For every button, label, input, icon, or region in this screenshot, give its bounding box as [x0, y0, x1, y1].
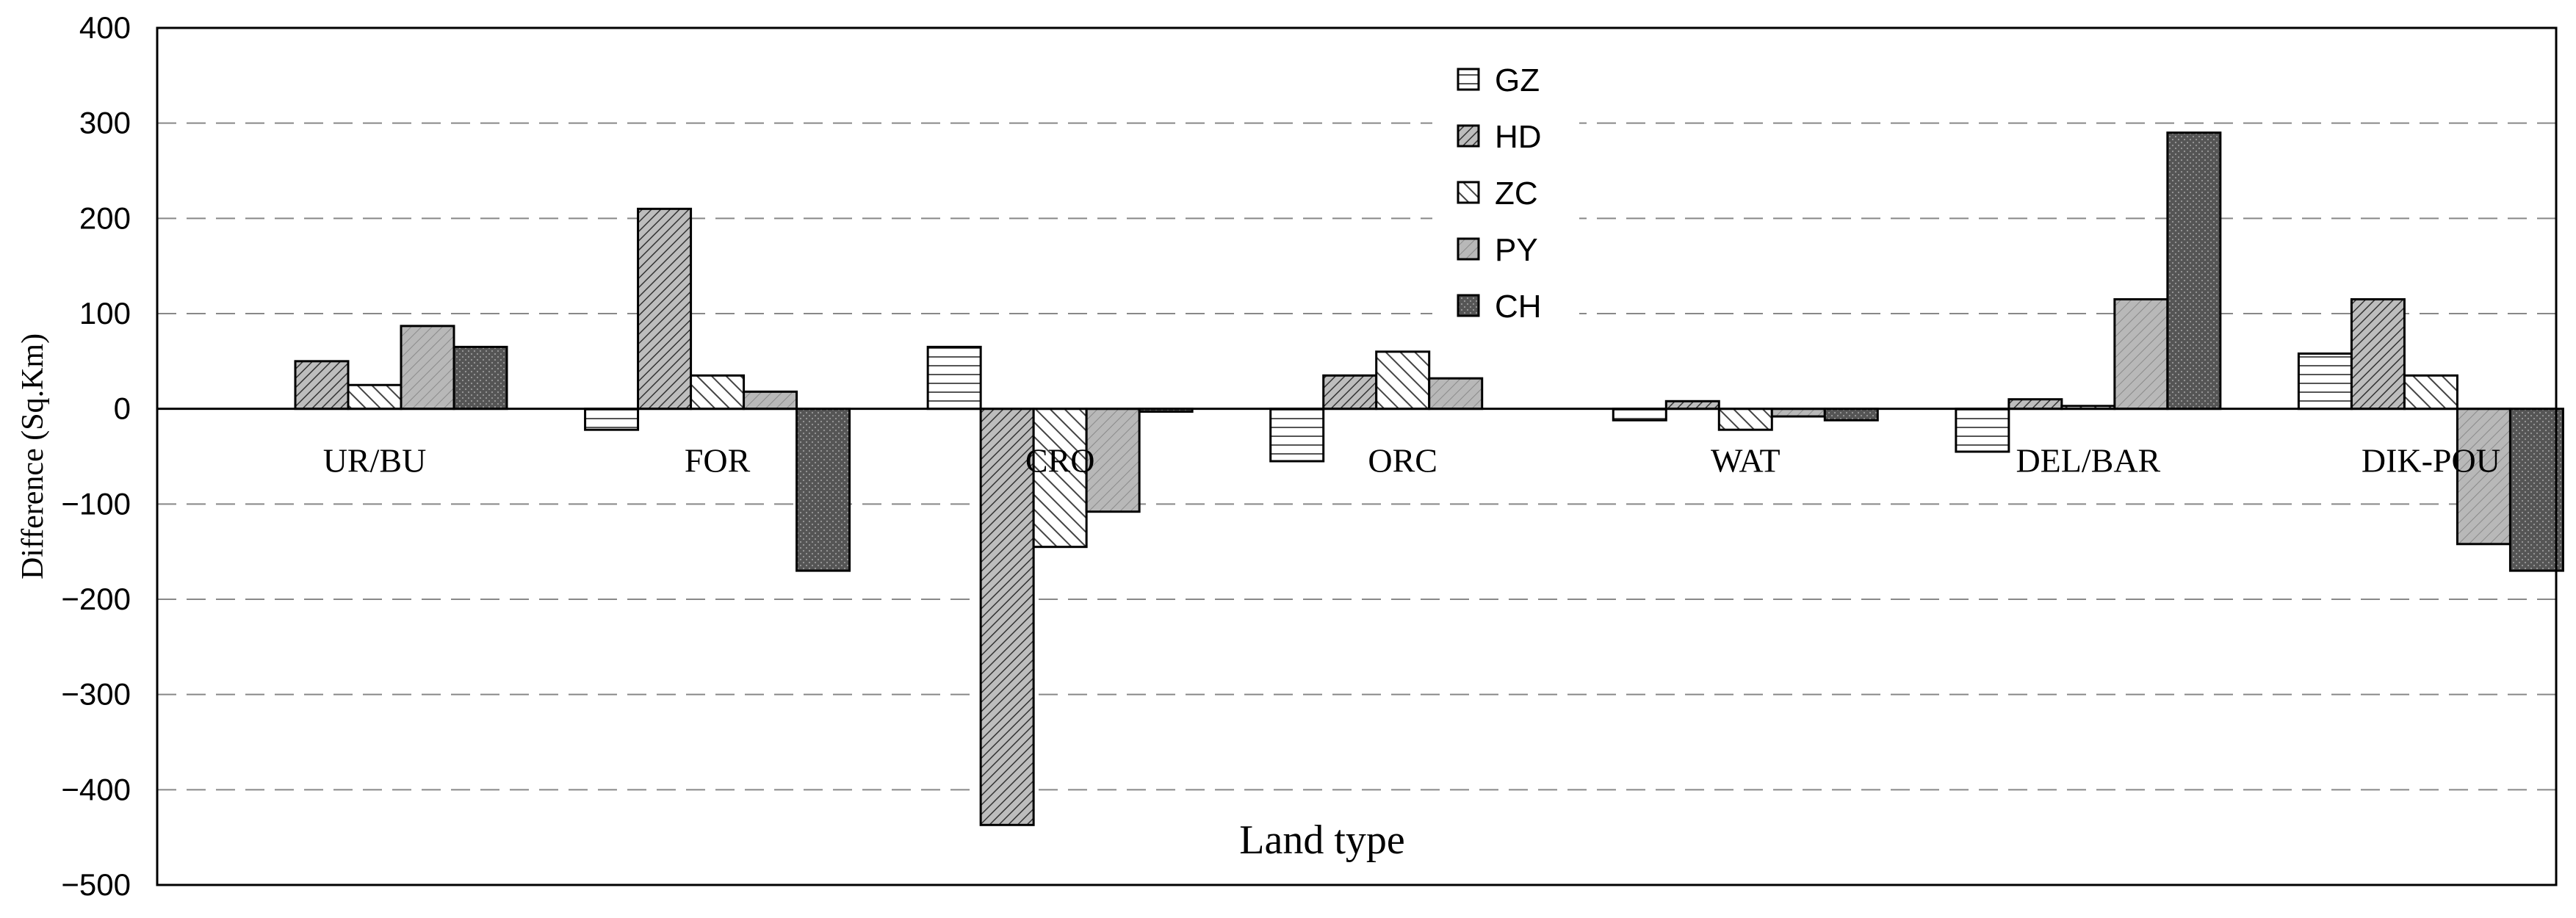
category-label: DEL/BAR — [2016, 442, 2160, 480]
bar-hd-orc — [1322, 374, 1378, 411]
legend-label-ch: CH — [1495, 289, 1542, 325]
legend-swatch-gz — [1457, 68, 1480, 91]
bar-hd-dikpou — [2350, 298, 2406, 411]
category-label: CRO — [1025, 442, 1095, 480]
bar-py-delbar — [2113, 298, 2169, 411]
category-label: WAT — [1711, 442, 1781, 480]
category-label: ORC — [1368, 442, 1437, 480]
bar-py-for — [743, 390, 798, 411]
legend-swatch-zc — [1457, 181, 1480, 204]
bar-hd-wat — [1664, 400, 1720, 411]
bar-ch-delbar — [2166, 131, 2222, 411]
legend-label-gz: GZ — [1495, 62, 1540, 98]
bar-zc-orc — [1375, 350, 1431, 411]
bar-ch-urbu — [452, 345, 508, 411]
bar-ch-for — [795, 408, 851, 572]
legend-label-py: PY — [1495, 232, 1538, 268]
y-tick-label: 0 — [114, 391, 131, 426]
y-tick-label: −300 — [61, 677, 131, 712]
bar-gz-delbar — [1955, 408, 2010, 453]
y-tick-label: 200 — [79, 200, 131, 235]
bar-gz-orc — [1269, 408, 1325, 463]
y-tick-label: 100 — [79, 296, 131, 330]
y-tick-labels: 400 300 200 100 0 −100 −200 −300 −400 −500 — [61, 10, 131, 902]
legend-label-zc: ZC — [1495, 176, 1538, 212]
bar-zc-dikpou — [2403, 374, 2458, 411]
y-tick-label: −100 — [61, 486, 131, 521]
category-labels: UR/BU FOR CRO ORC WAT DEL/BAR DIK-POU — [323, 442, 2500, 480]
bar-gz-dikpou — [2297, 352, 2353, 411]
bars — [294, 131, 2564, 826]
y-tick-label: −400 — [61, 772, 131, 806]
bar-zc-cro — [1032, 408, 1088, 549]
bar-hd-for — [637, 207, 693, 411]
y-axis-title: Difference (Sq.Km) — [16, 333, 50, 579]
category-label: DIK-POU — [2362, 442, 2500, 480]
bar-gz-wat — [1612, 408, 1667, 422]
legend-swatch-py — [1457, 237, 1480, 261]
bar-zc-for — [690, 374, 746, 411]
legend-background — [1432, 51, 1579, 334]
legend: GZ HD ZC PY CH — [1432, 51, 1579, 334]
bar-py-urbu — [400, 325, 455, 411]
plot-area-frame — [156, 26, 2558, 886]
bar-py-wat — [1770, 408, 1826, 418]
bar-hd-delbar — [2007, 398, 2063, 411]
y-tick-label: −200 — [61, 582, 131, 616]
category-label: FOR — [685, 442, 751, 480]
bar-ch-dikpou — [2508, 408, 2564, 572]
bar-ch-wat — [1823, 408, 1879, 422]
category-label: UR/BU — [323, 442, 427, 480]
bar-zc-wat — [1717, 408, 1773, 431]
bar-gz-cro — [926, 345, 982, 411]
bar-py-orc — [1428, 377, 1484, 411]
y-tick-label: 400 — [79, 10, 131, 45]
legend-swatch-hd — [1457, 124, 1480, 148]
bar-py-cro — [1085, 408, 1141, 513]
bar-hd-urbu — [294, 360, 350, 411]
y-tick-label: 300 — [79, 106, 131, 140]
legend-label-hd: HD — [1495, 119, 1542, 155]
bar-gz-for — [584, 408, 640, 431]
bar-zc-urbu — [347, 383, 403, 411]
y-tick-label: −500 — [61, 867, 131, 902]
legend-swatch-ch — [1457, 294, 1480, 317]
x-axis-title: Land type — [1239, 817, 1404, 863]
